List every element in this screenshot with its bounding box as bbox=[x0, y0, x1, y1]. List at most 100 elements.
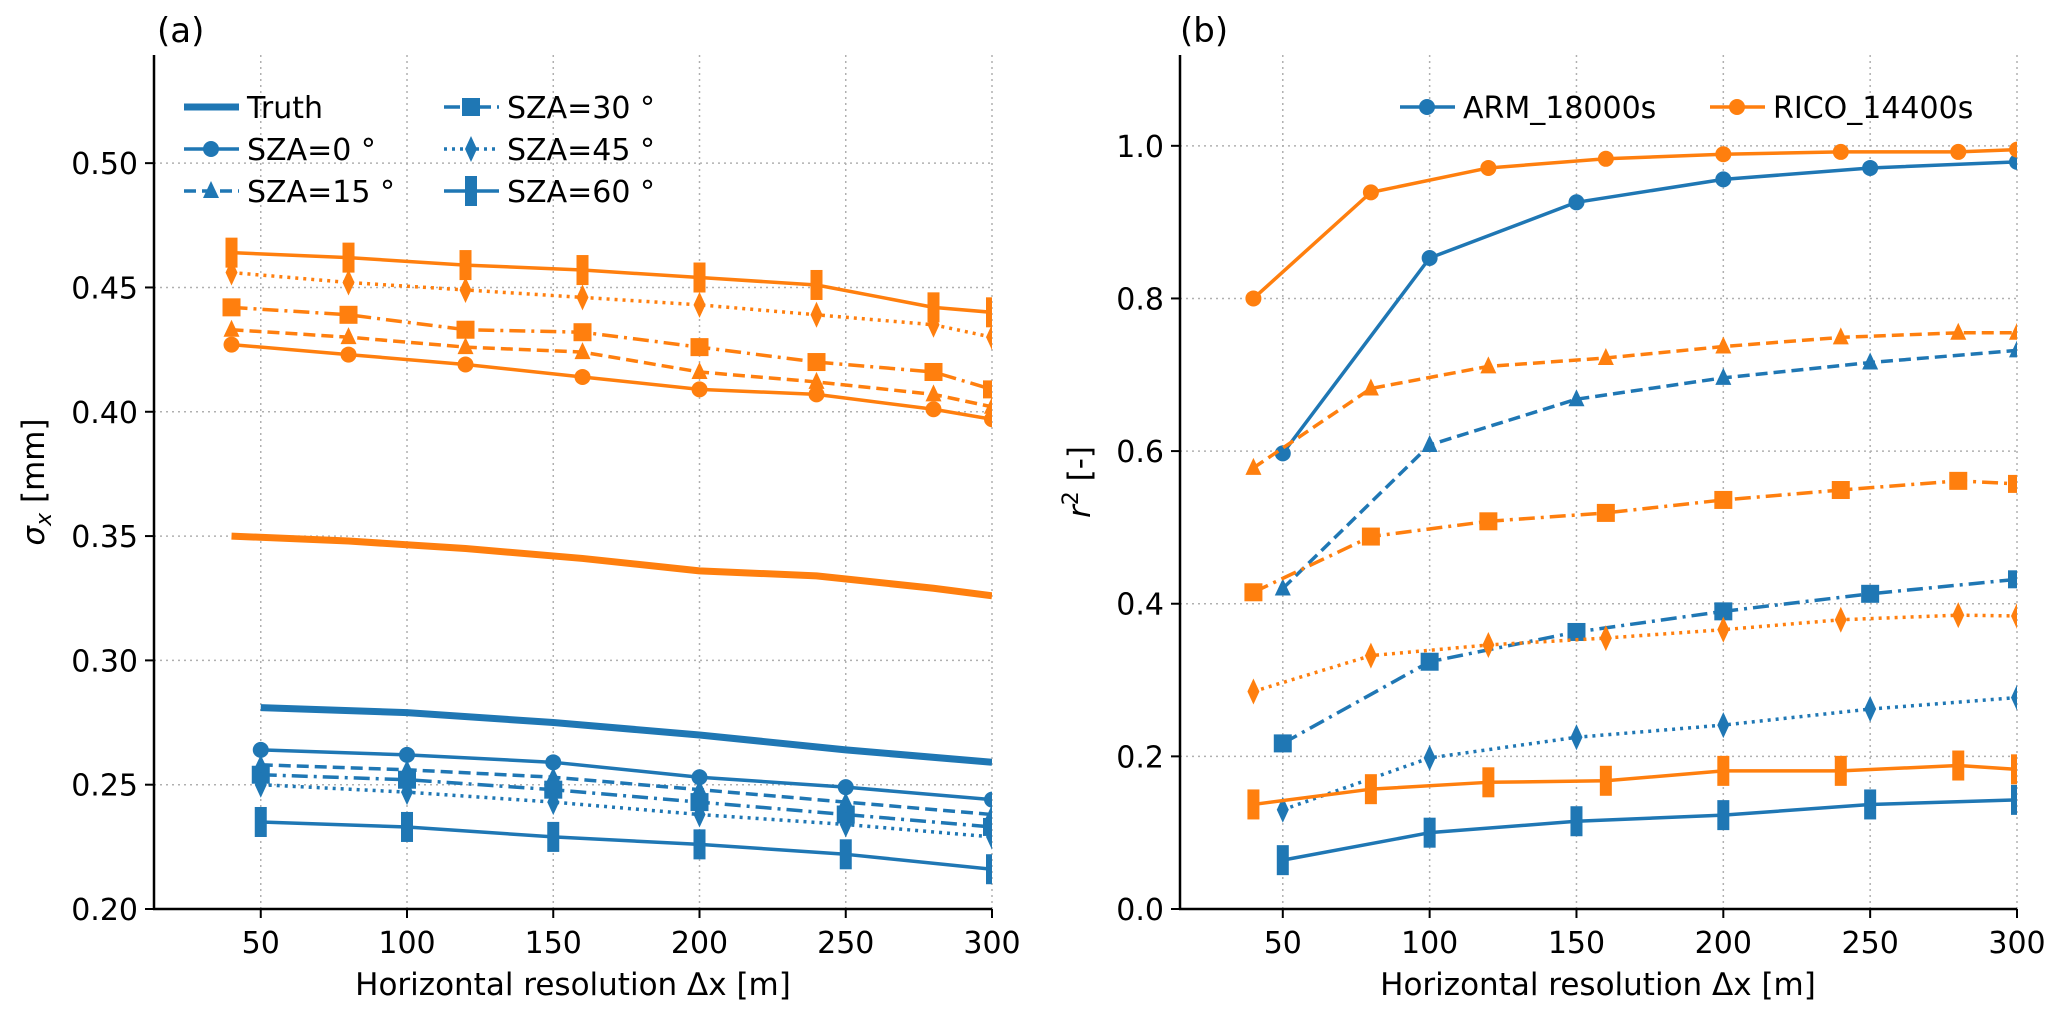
y-axis-superscript-b: 2 bbox=[1059, 491, 1084, 505]
data-point bbox=[1567, 622, 1586, 641]
data-point bbox=[1482, 767, 1495, 798]
y-tick-label: 0.25 bbox=[71, 769, 138, 804]
x-axis-label-b: Horizontal resolution Δx [m] bbox=[1380, 967, 1816, 1003]
data-point bbox=[1717, 755, 1730, 786]
data-point bbox=[1480, 356, 1497, 374]
data-point bbox=[1714, 602, 1733, 621]
series-arm-sza-15 bbox=[252, 754, 992, 822]
series-line bbox=[231, 250, 992, 315]
data-point bbox=[1831, 481, 1850, 500]
legend-label: SZA=45 ° bbox=[507, 133, 655, 168]
series-line bbox=[231, 327, 992, 409]
data-point bbox=[1276, 796, 1289, 823]
data-point bbox=[1717, 800, 1730, 831]
legend-label: SZA=60 ° bbox=[507, 175, 655, 210]
data-point bbox=[691, 381, 708, 398]
data-point bbox=[1834, 606, 1847, 633]
data-point bbox=[254, 771, 267, 798]
legend-b: ARM_18000s RICO_14400s bbox=[1400, 91, 1973, 126]
y-axis-label-a: σx [mm] bbox=[16, 418, 57, 545]
series-line bbox=[1282, 695, 2017, 812]
panel-label-b: (b) bbox=[1180, 11, 1228, 51]
data-point bbox=[2009, 141, 2017, 158]
series-rico-sza-45 bbox=[1247, 602, 2017, 705]
data-point bbox=[1421, 250, 1438, 267]
data-point bbox=[1715, 171, 1732, 188]
y-tick-label: 0.6 bbox=[1116, 435, 1164, 470]
legend-item: SZA=30 ° bbox=[444, 91, 655, 126]
data-point bbox=[1950, 143, 1967, 160]
series-line bbox=[1281, 160, 2017, 455]
data-point bbox=[223, 319, 240, 337]
data-point bbox=[574, 368, 591, 385]
data-point bbox=[1482, 631, 1495, 658]
series-line bbox=[1252, 331, 2017, 470]
data-point bbox=[1570, 806, 1583, 837]
x-tick-label: 250 bbox=[817, 926, 874, 961]
legend-label: RICO_14400s bbox=[1773, 91, 1973, 126]
data-point bbox=[1952, 750, 1965, 781]
data-point bbox=[573, 323, 592, 342]
legend-label: ARM_18000s bbox=[1463, 91, 1656, 126]
legend-marker bbox=[203, 141, 219, 157]
series-rico-sza-45 bbox=[225, 259, 992, 351]
data-point bbox=[459, 276, 472, 303]
data-point bbox=[924, 362, 943, 381]
y-tick-label: 0.50 bbox=[71, 147, 138, 182]
data-point bbox=[1364, 774, 1377, 805]
data-point bbox=[1362, 378, 1379, 396]
data-point bbox=[1274, 578, 1291, 596]
data-point bbox=[547, 789, 560, 816]
series-line bbox=[1281, 348, 2017, 590]
data-point bbox=[2011, 754, 2017, 785]
series-line bbox=[231, 532, 992, 600]
panel-b: (b) 50 100 150 200 250 3000.00.20.40.60.81.0 … bbox=[1059, 11, 2046, 1003]
series-arm-truth bbox=[260, 704, 992, 766]
y-tick-label: 0.0 bbox=[1116, 893, 1164, 928]
data-point bbox=[810, 269, 823, 300]
legend-marker bbox=[1419, 99, 1435, 115]
series-rico-sza-30 bbox=[1244, 471, 2017, 602]
data-point bbox=[986, 324, 992, 351]
data-point bbox=[574, 342, 591, 360]
series-arm-sza-60 bbox=[1276, 784, 2017, 876]
axes-a: 50 100 150 200 250 300 0.20 0.25 0.30 0.35 0.40 0.4… bbox=[71, 55, 1021, 961]
series-rico-sza-60 bbox=[1247, 750, 2017, 820]
data-point bbox=[2011, 684, 2017, 711]
data-point bbox=[254, 806, 267, 837]
series-arm-sza-30 bbox=[1273, 570, 2017, 753]
data-point bbox=[1949, 471, 1968, 490]
data-point bbox=[576, 284, 589, 311]
data-point bbox=[1714, 490, 1733, 509]
data-point bbox=[1274, 445, 1291, 462]
series-line bbox=[231, 305, 992, 392]
data-point bbox=[1480, 159, 1497, 176]
data-point bbox=[1864, 696, 1877, 723]
series-line bbox=[231, 342, 992, 421]
data-point bbox=[983, 380, 992, 399]
data-point bbox=[808, 371, 825, 389]
data-point bbox=[1247, 678, 1260, 705]
data-point bbox=[925, 384, 942, 402]
data-point bbox=[252, 741, 269, 758]
data-point bbox=[984, 791, 992, 808]
y-tick-label: 0.40 bbox=[71, 396, 138, 431]
x-tick-label: 300 bbox=[1988, 926, 2045, 961]
data-point bbox=[983, 817, 992, 836]
data-point bbox=[223, 336, 240, 353]
y-axis-symbol-a: σ bbox=[16, 525, 52, 546]
series-rico-sza-0 bbox=[223, 336, 992, 428]
x-tick-label: 250 bbox=[1842, 926, 1899, 961]
data-point bbox=[1832, 143, 1849, 160]
data-point bbox=[986, 823, 992, 850]
y-tick-label: 0.8 bbox=[1116, 282, 1164, 317]
legend-item: SZA=0 ° bbox=[184, 133, 376, 168]
x-tick-label: 200 bbox=[671, 926, 728, 961]
data-point bbox=[839, 839, 852, 870]
series-rico-sza-30 bbox=[222, 298, 992, 399]
series-a bbox=[222, 237, 992, 885]
data-point bbox=[1423, 817, 1436, 848]
data-point bbox=[1950, 322, 1967, 340]
data-point bbox=[810, 301, 823, 328]
series-line bbox=[260, 782, 992, 839]
